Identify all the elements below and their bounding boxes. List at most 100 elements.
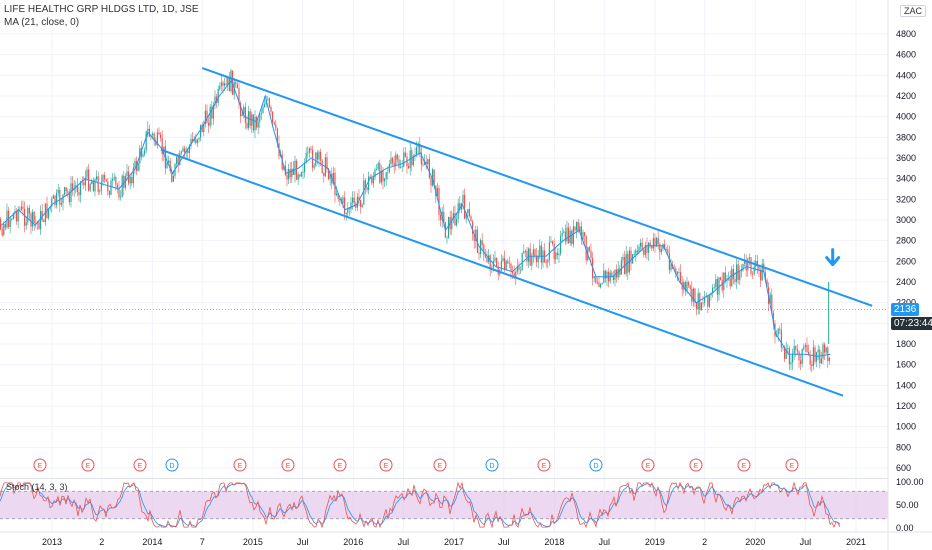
candle-body — [358, 196, 360, 201]
candle-body — [415, 147, 418, 155]
event-marker[interactable]: D — [485, 458, 499, 472]
candle-body — [348, 208, 350, 210]
candle-body — [326, 157, 328, 170]
candle-body — [47, 208, 50, 218]
price-tick-label: 600 — [896, 463, 911, 473]
event-letter: E — [742, 463, 747, 470]
candle-body — [86, 169, 88, 178]
channel-upper-line[interactable] — [201, 67, 873, 307]
event-marker[interactable]: E — [33, 458, 47, 472]
candle-body — [95, 176, 98, 180]
event-marker[interactable]: E — [379, 458, 393, 472]
candle-body — [167, 160, 170, 163]
candle-body — [196, 139, 198, 144]
candle-body — [577, 221, 579, 232]
candle-body — [711, 287, 714, 294]
candle-body — [217, 89, 219, 103]
chart-title: LIFE HEALTHC GRP HLDGS LTD, 1D, JSE — [4, 4, 199, 15]
time-tick-label: Jul — [297, 537, 309, 547]
stoch-pane[interactable] — [0, 481, 888, 529]
candle-body — [659, 244, 661, 253]
event-marker[interactable]: E — [281, 458, 295, 472]
channel-lower-line[interactable] — [160, 148, 844, 397]
candle-body — [516, 266, 518, 272]
event-marker[interactable]: E — [333, 458, 347, 472]
candle-body — [31, 211, 34, 227]
candle-body — [246, 122, 248, 129]
candle-body — [308, 148, 310, 153]
candle-body — [247, 111, 250, 129]
currency-label[interactable]: ZAC — [900, 5, 926, 17]
candle-body — [790, 362, 792, 365]
event-marker[interactable]: E — [785, 458, 799, 472]
candle-body — [270, 107, 272, 112]
candle-body — [731, 268, 733, 287]
event-marker[interactable]: E — [737, 458, 751, 472]
event-marker[interactable]: E — [81, 458, 95, 472]
event-marker[interactable]: D — [165, 458, 179, 472]
candle-body — [758, 266, 760, 270]
candle-body — [367, 176, 370, 191]
candle-body — [377, 163, 379, 170]
candle-body — [116, 184, 118, 189]
candle-body — [647, 242, 650, 253]
candle-body — [676, 272, 678, 275]
candle-body — [249, 111, 251, 126]
event-marker[interactable]: E — [133, 458, 147, 472]
event-letter: E — [286, 463, 291, 470]
event-letter: E — [790, 463, 795, 470]
candle-body — [323, 172, 325, 177]
candle-body — [713, 287, 715, 289]
candle-body — [321, 160, 323, 173]
candle-body — [179, 152, 181, 166]
candle-body — [465, 213, 467, 219]
candle-body — [262, 106, 264, 114]
candle-body — [716, 279, 718, 295]
candle-body — [809, 355, 811, 365]
candle-body — [183, 148, 186, 153]
candle-body — [60, 203, 62, 205]
candle-body — [707, 295, 709, 307]
price-tick-label: 3400 — [896, 174, 916, 184]
event-letter: D — [169, 463, 174, 470]
candle-body — [19, 209, 21, 211]
event-marker[interactable]: E — [537, 458, 551, 472]
candle-body — [100, 181, 102, 191]
event-marker[interactable]: E — [641, 458, 655, 472]
candle-body — [455, 218, 458, 226]
candle-body — [198, 137, 200, 140]
candle-body — [292, 168, 294, 175]
candle-body — [79, 181, 82, 196]
candle-body — [299, 174, 301, 177]
event-marker[interactable]: D — [589, 458, 603, 472]
ma-legend: MA (21, close, 0) — [4, 17, 80, 28]
candle-body — [369, 176, 371, 179]
candle-body — [548, 242, 550, 260]
candle-body — [743, 260, 746, 264]
event-marker[interactable]: E — [233, 458, 247, 472]
candle-body — [289, 169, 291, 178]
candle-body — [719, 277, 722, 281]
candle-body — [529, 248, 531, 266]
candle-body — [596, 282, 598, 284]
candle-body — [700, 302, 702, 310]
candle-body — [238, 88, 240, 104]
price-grid — [0, 0, 888, 532]
event-marker[interactable]: E — [689, 458, 703, 472]
candle-body — [590, 250, 592, 259]
time-axis[interactable]: 2013 2 2014 7 2015 Jul 2016 Jul 2017 Jul 2018 Jul 20… — [42, 537, 866, 547]
candle-body — [598, 282, 600, 288]
candle-body — [209, 106, 211, 126]
price-tick-label: 1800 — [896, 339, 916, 349]
candle-body — [124, 176, 126, 188]
event-marker[interactable]: E — [433, 458, 447, 472]
candle-body — [761, 263, 763, 281]
candle-body — [107, 181, 109, 191]
price-axis[interactable]: 6008001000120014001600180020002200240026… — [896, 29, 916, 473]
candle-body — [350, 202, 352, 210]
candle-body — [427, 159, 429, 165]
candle-body — [20, 206, 22, 210]
